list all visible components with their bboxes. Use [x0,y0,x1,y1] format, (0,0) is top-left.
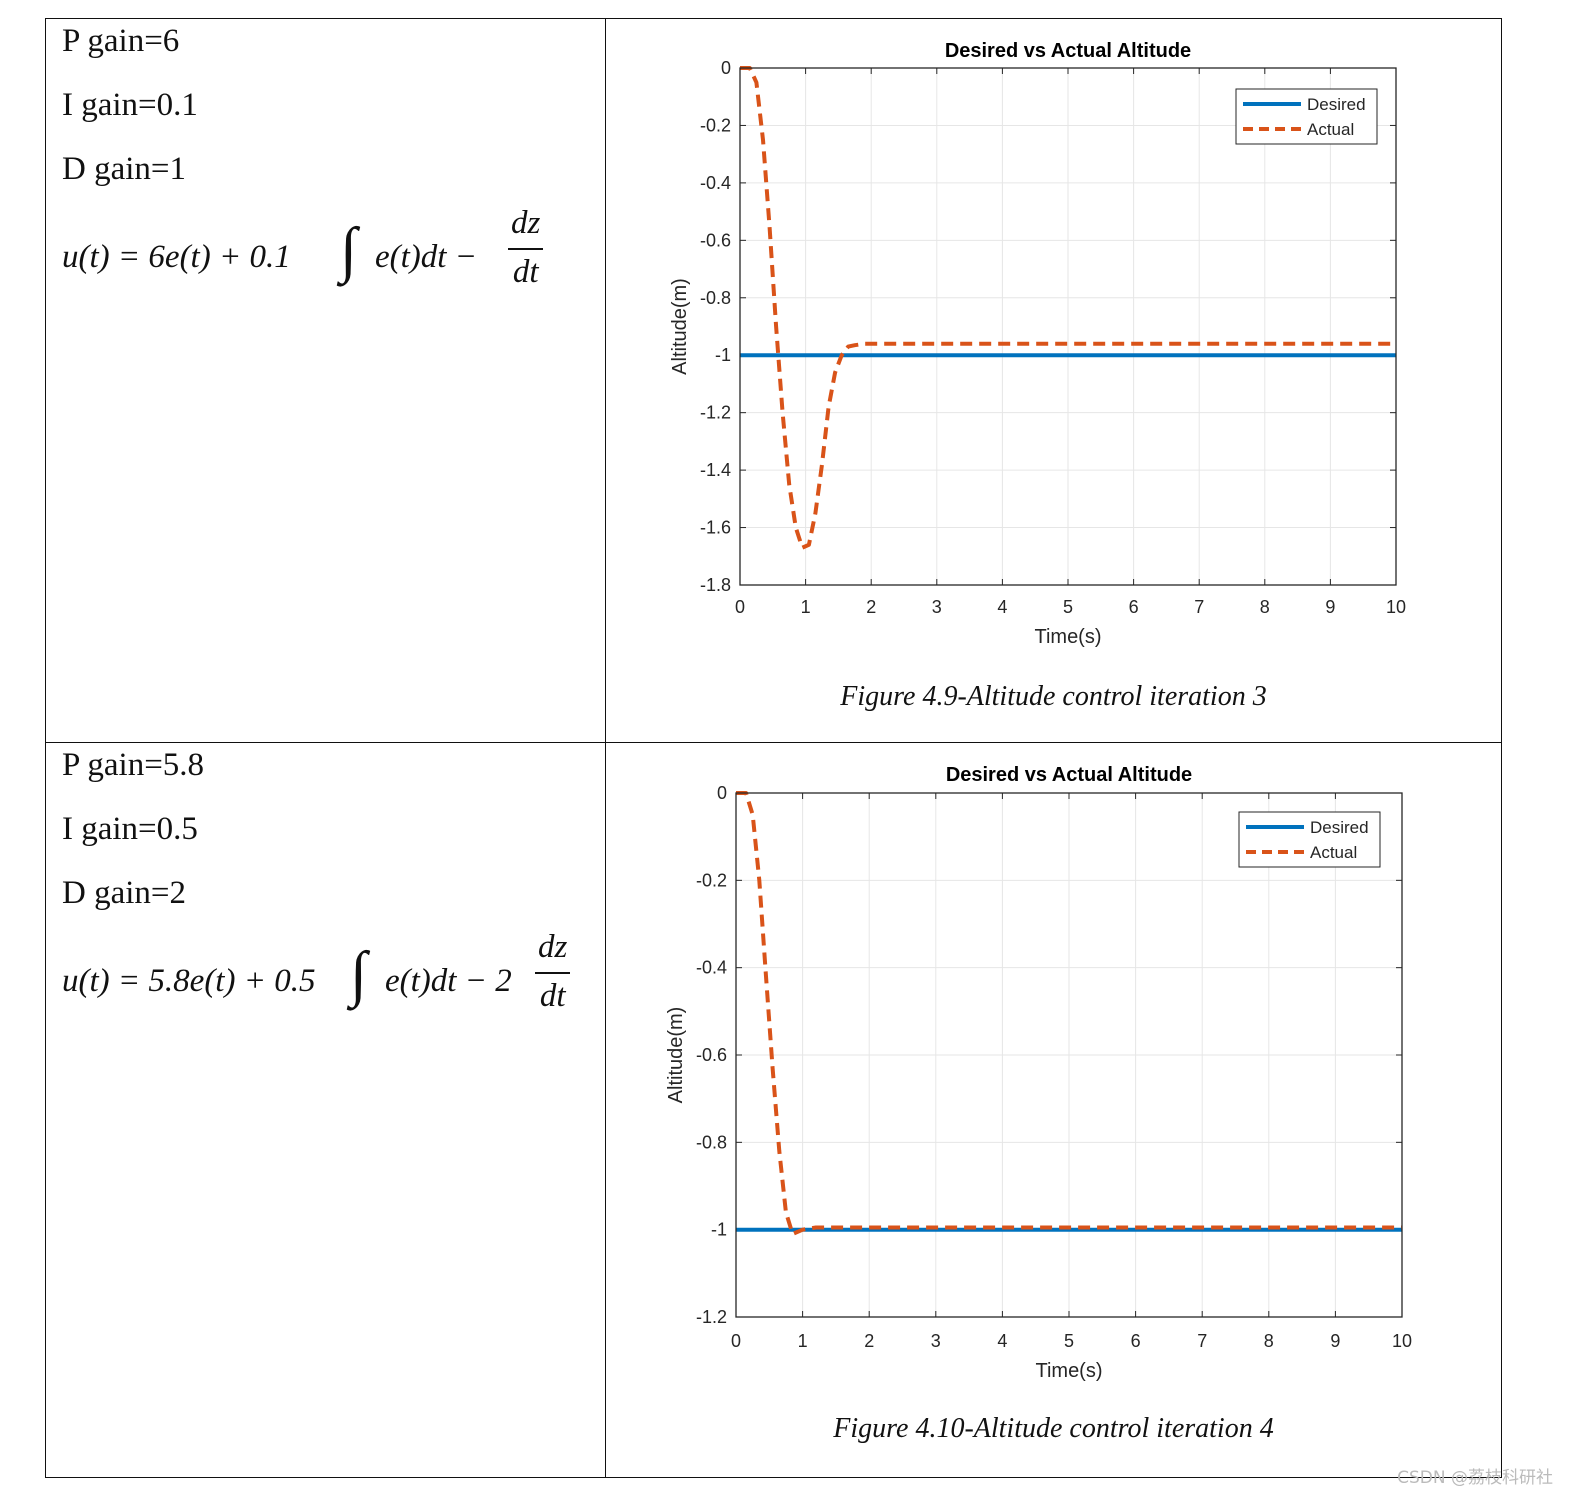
x-tick-label: 6 [1129,597,1139,617]
x-tick-label: 2 [864,1331,874,1351]
y-tick-label: -1.6 [700,518,731,538]
y-tick-label: -1.2 [700,403,731,423]
i-gain-label: I gain=0.5 [62,811,198,847]
figure-caption: Figure 4.9-Altitude control iteration 3 [840,681,1267,712]
x-tick-label: 0 [731,1331,741,1351]
y-tick-label: -1.4 [700,460,731,480]
y-tick-label: -0.8 [700,288,731,308]
control-law-formula: u(t) = 6e(t) + 0.1 ∫ e(t)dt − dz dt [62,205,605,307]
y-tick-label: 0 [717,783,727,803]
x-axis-label: Time(s) [1035,1360,1102,1382]
x-tick-label: 3 [932,597,942,617]
p-gain-label: P gain=6 [62,23,180,59]
x-tick-label: 9 [1325,597,1335,617]
x-tick-label: 5 [1064,1331,1074,1351]
i-gain-label: I gain=0.1 [62,87,198,123]
x-tick-label: 9 [1330,1331,1340,1351]
x-tick-label: 7 [1197,1331,1207,1351]
x-axis-label: Time(s) [1034,626,1101,648]
x-tick-label: 8 [1264,1331,1274,1351]
fraction-denominator: dt [512,254,539,290]
y-tick-label: -0.4 [700,173,731,193]
legend-entry: Actual [1310,843,1357,862]
formula-integrand: e(t)dt − [375,239,477,275]
chart-title: Desired vs Actual Altitude [945,40,1191,62]
fraction-bar [508,248,544,250]
params-cell-1: P gain=6 I gain=0.1 D gain=1 u(t) = 6e(t… [45,18,606,743]
y-tick-label: -0.4 [696,958,727,978]
axes-box [735,792,1403,1318]
chart-title: Desired vs Actual Altitude [946,764,1192,786]
d-gain-label: D gain=1 [62,151,187,187]
formula-lhs: u(t) = 5.8e(t) + 0.5 [62,963,316,999]
y-tick-label: -0.6 [696,1045,727,1065]
fraction-numerator: dz [538,929,568,965]
fraction-bar [535,972,571,974]
integral-sign-icon: ∫ [340,216,357,284]
watermark: CSDN @荔枝科研社 [1397,1468,1553,1488]
legend-entry: Desired [1310,818,1369,837]
y-tick-label: -1 [715,345,731,365]
x-tick-label: 3 [931,1331,941,1351]
legend-box [1238,811,1381,868]
axes-box [739,67,1397,586]
y-tick-label: -1.8 [700,575,731,595]
d-gain-label: D gain=2 [62,875,187,911]
legend-entry: Desired [1307,95,1366,114]
derivative-fraction: dz dt [508,205,544,291]
y-tick-label: -1.2 [696,1307,727,1327]
p-gain-label: P gain=5.8 [62,747,205,783]
params-cell-2: P gain=5.8 I gain=0.5 D gain=2 u(t) = 5.… [45,742,606,1478]
legend-box [1235,88,1378,145]
series-line-actual [736,791,1402,1236]
y-axis-label: Altitude(m) [665,1007,687,1104]
x-tick-label: 8 [1260,597,1270,617]
y-axis-label: Altitude(m) [669,278,691,375]
document-table: P gain=6 I gain=0.1 D gain=1 u(t) = 6e(t… [45,18,1502,1478]
x-tick-label: 4 [997,1331,1007,1351]
y-tick-label: -0.2 [696,870,727,890]
x-tick-label: 4 [997,597,1007,617]
chart-cell-2: 0 1 2 3 4 5 6 7 8 9 10 0 -0.2 -0.4 -0.6 -0.8 -1 -1.2 Desir… [605,742,1502,1478]
control-law-formula: u(t) = 5.8e(t) + 0.5 ∫ e(t)dt − 2 dz dt [62,929,605,1031]
derivative-fraction: dz dt [535,929,571,1015]
altitude-chart-iteration-4: 0 1 2 3 4 5 6 7 8 9 10 0 -0.2 -0.4 -0.6 -0.8 -1 -1.2 Desir… [665,764,1412,1382]
y-tick-label: -1 [711,1220,727,1240]
x-tick-label: 0 [735,597,745,617]
x-tick-label: 1 [801,597,811,617]
altitude-chart-iteration-3: 0 1 2 3 4 5 6 7 8 9 10 0 -0.2 -0.4 -0.6 -0.8 -1 -1.2 -1.4 -… [669,40,1406,648]
figure-caption: Figure 4.10-Altitude control iteration 4 [833,1413,1274,1444]
formula-integrand: e(t)dt − 2 [385,963,512,999]
x-tick-label: 1 [798,1331,808,1351]
fraction-denominator: dt [539,978,566,1014]
x-tick-label: 5 [1063,597,1073,617]
formula-lhs: u(t) = 6e(t) + 0.1 [62,239,291,275]
x-tick-label: 2 [866,597,876,617]
x-tick-label: 10 [1386,597,1406,617]
x-tick-label: 7 [1194,597,1204,617]
y-tick-label: -0.2 [700,115,731,135]
integral-sign-icon: ∫ [350,940,367,1008]
x-tick-label: 6 [1131,1331,1141,1351]
fraction-numerator: dz [511,205,541,241]
legend-entry: Actual [1307,120,1354,139]
x-tick-label: 10 [1392,1331,1412,1351]
y-tick-label: -0.8 [696,1132,727,1152]
y-tick-label: -0.6 [700,230,731,250]
y-tick-label: 0 [721,58,731,78]
series-line-actual [740,66,1396,550]
chart-cell-1: 0 1 2 3 4 5 6 7 8 9 10 0 -0.2 -0.4 -0.6 -0.8 -1 -1.2 -1.4 -… [605,18,1502,743]
